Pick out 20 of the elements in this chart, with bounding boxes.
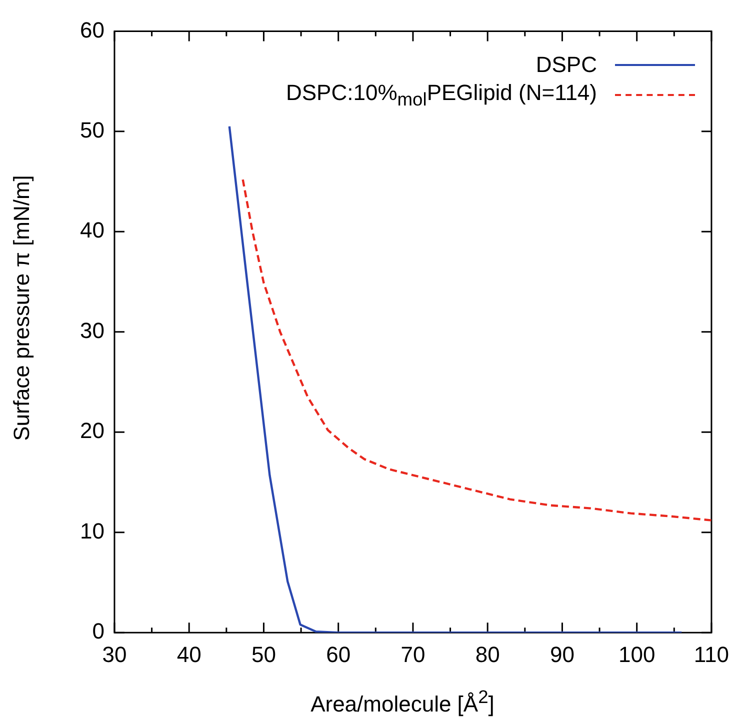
x-tick-label: 90 xyxy=(550,642,574,667)
y-tick-label: 10 xyxy=(80,518,104,544)
x-axis-title: Area/molecule [Å$^{2}$] xyxy=(310,684,496,718)
x-tick-label: 50 xyxy=(251,642,276,667)
legend-label: DSPC:10%$_{mol}$PEGlipid (N=114) xyxy=(286,80,597,110)
y-tick-label: 40 xyxy=(80,218,104,243)
y-tick-label: 30 xyxy=(80,318,104,343)
y-axis-title: Surface pressure π [mN/m] xyxy=(9,175,35,441)
x-tick-label: 100 xyxy=(618,642,656,667)
x-tick-label: 30 xyxy=(102,642,127,667)
x-tick-label: 60 xyxy=(326,642,351,667)
x-tick-label: 40 xyxy=(176,642,202,667)
x-tick-label: 80 xyxy=(475,642,500,667)
y-tick-label: 0 xyxy=(92,618,104,644)
y-tick-label: 60 xyxy=(80,17,104,42)
y-tick-label: 20 xyxy=(80,418,104,444)
legend-label: DSPC xyxy=(536,52,597,78)
y-tick-label: 50 xyxy=(80,117,104,142)
x-tick-label: 110 xyxy=(694,642,729,667)
x-tick-label: 70 xyxy=(400,642,426,667)
